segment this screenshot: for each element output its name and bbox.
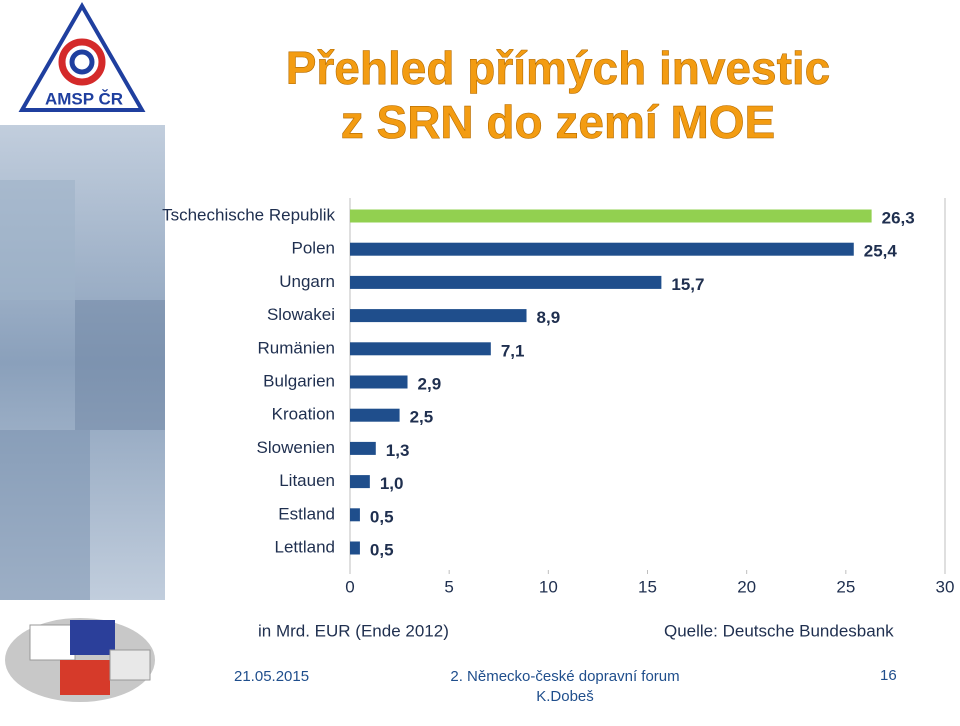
x-tick-label: 30	[936, 577, 955, 596]
category-label: Bulgarien	[263, 371, 335, 390]
bar	[350, 508, 360, 522]
category-label: Lettland	[275, 537, 336, 556]
value-label: 26,3	[882, 208, 915, 227]
source: Quelle: Deutsche Bundesbank	[664, 621, 894, 640]
bar	[350, 209, 872, 223]
bar	[350, 309, 527, 323]
value-label: 0,5	[370, 507, 394, 526]
x-tick-label: 10	[539, 577, 558, 596]
x-tick-label: 5	[444, 577, 453, 596]
value-label: 25,4	[864, 242, 898, 261]
category-label: Ungarn	[279, 272, 335, 291]
value-label: 7,1	[501, 341, 525, 360]
bar	[350, 541, 360, 555]
puzzle-image	[5, 618, 155, 702]
category-label: Kroation	[272, 405, 335, 424]
event: 2. Německo-české dopravní forum	[450, 668, 679, 685]
value-label: 2,9	[418, 374, 442, 393]
value-label: 1,0	[380, 474, 404, 493]
unit-note: in Mrd. EUR (Ende 2012)	[258, 621, 449, 640]
title-line: z SRN do zemí MOE	[341, 96, 775, 148]
logo-text: AMSP ČR	[45, 89, 123, 108]
title-line: Přehled přímých investic	[286, 42, 831, 94]
category-label: Tschechische Republik	[162, 205, 335, 224]
bar	[350, 408, 400, 422]
value-label: 1,3	[386, 441, 410, 460]
date: 21.05.2015	[234, 668, 309, 685]
value-label: 0,5	[370, 540, 394, 559]
x-tick-label: 25	[836, 577, 855, 596]
event: K.Dobeš	[536, 688, 594, 705]
sidebar: AMSP ČR	[0, 0, 165, 726]
x-tick-label: 15	[638, 577, 657, 596]
value-label: 15,7	[671, 275, 704, 294]
category-label: Polen	[292, 239, 335, 258]
value-label: 8,9	[537, 308, 561, 327]
bar	[350, 475, 370, 489]
bar	[350, 242, 854, 256]
category-label: Slowenien	[257, 438, 335, 457]
x-tick-label: 0	[345, 577, 354, 596]
category-label: Estland	[278, 504, 335, 523]
category-label: Litauen	[279, 471, 335, 490]
category-label: Rumänien	[258, 338, 336, 357]
category-label: Slowakei	[267, 305, 335, 324]
x-tick-label: 20	[737, 577, 756, 596]
bar	[350, 375, 408, 389]
page-number: 16	[880, 667, 897, 684]
bar	[350, 275, 662, 289]
bar	[350, 342, 491, 356]
bar	[350, 441, 376, 455]
value-label: 2,5	[410, 408, 434, 427]
